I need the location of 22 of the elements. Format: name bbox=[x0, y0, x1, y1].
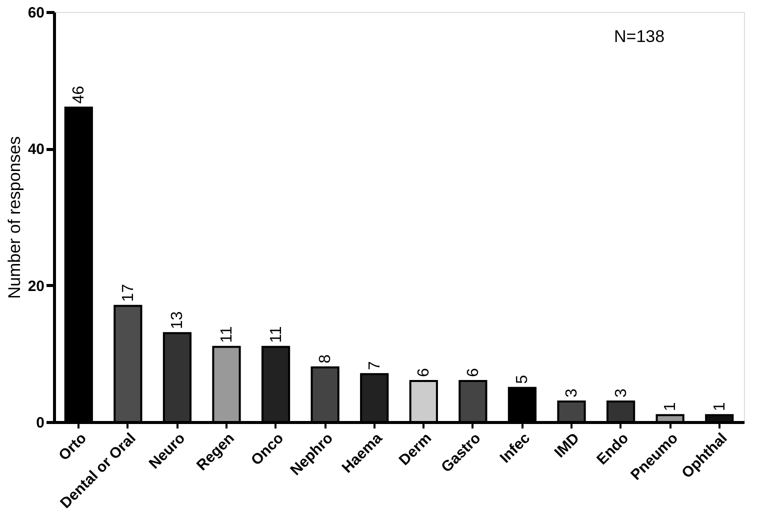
y-tick-label: 20 bbox=[28, 278, 44, 295]
data-label: 13 bbox=[169, 311, 186, 330]
data-label: 1 bbox=[711, 402, 728, 412]
data-label: 1 bbox=[662, 402, 680, 412]
data-label: 5 bbox=[514, 374, 532, 384]
data-label: 11 bbox=[218, 326, 236, 343]
y-tick-label: 0 bbox=[36, 414, 44, 432]
data-label: 17 bbox=[120, 284, 137, 302]
data-label: 6 bbox=[464, 368, 482, 377]
data-label: 11 bbox=[268, 326, 285, 343]
data-label: 3 bbox=[564, 388, 580, 398]
y-tick-label: 60 bbox=[28, 4, 44, 22]
x-tick-label: Orto bbox=[56, 430, 90, 464]
x-tick-label: IMD bbox=[551, 430, 583, 462]
data-label: 46 bbox=[70, 86, 88, 104]
data-label: 6 bbox=[416, 368, 433, 377]
y-axis-title: Number of responses bbox=[4, 136, 24, 299]
data-label: 7 bbox=[366, 361, 384, 370]
data-label: 8 bbox=[317, 354, 334, 364]
y-tick-label: 40 bbox=[28, 141, 44, 158]
annotation: N=138 bbox=[614, 27, 665, 46]
data-label: 3 bbox=[612, 388, 630, 398]
